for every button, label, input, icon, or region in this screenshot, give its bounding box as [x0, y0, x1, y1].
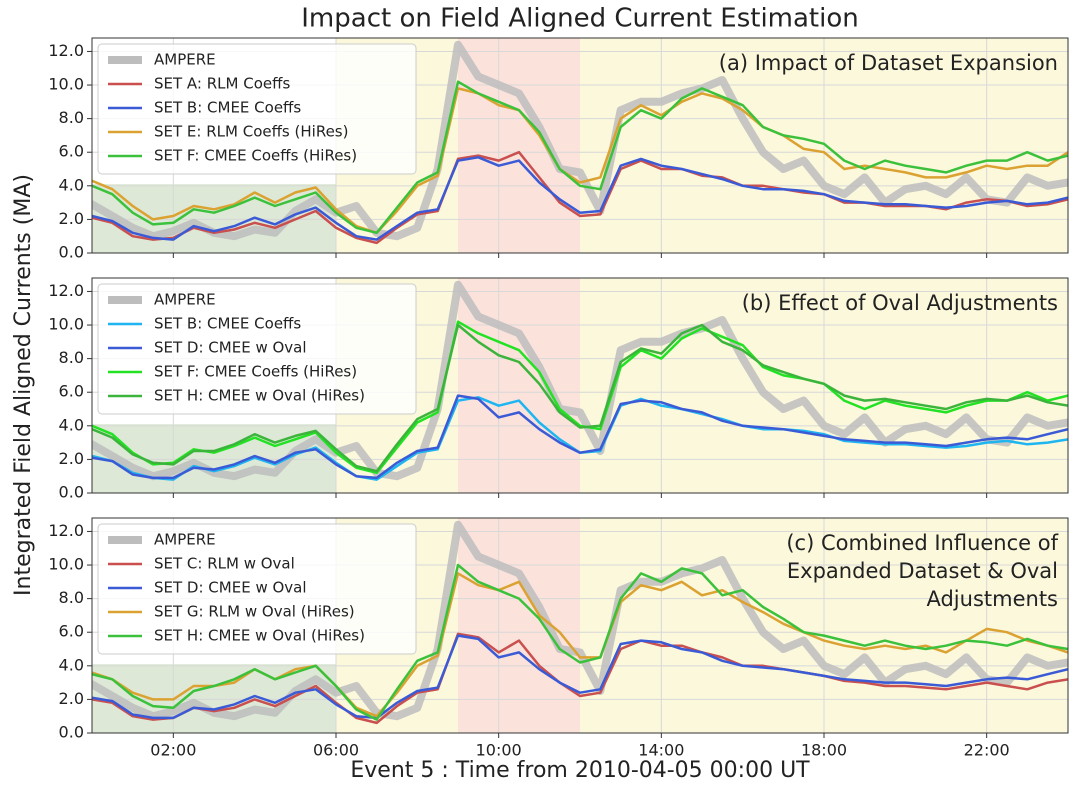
y-tick-label: 2.0 — [59, 449, 84, 468]
legend-label: SET E: RLM Coeffs (HiRes) — [154, 123, 348, 141]
x-tick-label: 18:00 — [801, 741, 847, 760]
legend-label: SET F: CMEE Coeffs (HiRes) — [154, 363, 357, 381]
series-line — [92, 87, 1068, 235]
legend-box — [97, 43, 417, 175]
series-line — [92, 634, 1068, 720]
y-tick-label: 4.0 — [59, 655, 84, 674]
legend-label: SET G: RLM w Oval (HiRes) — [154, 603, 355, 621]
y-tick-label: 12.0 — [48, 281, 84, 300]
legend-box — [97, 283, 417, 415]
y-tick-label: 0.0 — [59, 723, 84, 742]
y-tick-label: 2.0 — [59, 689, 84, 708]
y-tick-label: 10.0 — [48, 75, 84, 94]
y-tick-label: 6.0 — [59, 142, 84, 161]
legend-label: AMPERE — [154, 531, 216, 549]
panel: 0.0 2.0 4.0 6.0 8.0 10.0 12.0 02:00 06:00 10:00 14… — [48, 517, 1069, 760]
shaded-region — [92, 664, 336, 733]
x-axis-label: Event 5 : Time from 2010-04-05 00:00 UT — [350, 758, 810, 783]
series-line — [92, 40, 1068, 241]
y-tick-label: 10.0 — [48, 555, 84, 574]
x-tick-label: 02:00 — [150, 741, 196, 760]
series-line — [92, 632, 1068, 725]
legend-box — [97, 523, 417, 655]
legend-label: AMPERE — [154, 51, 216, 69]
legend-label: AMPERE — [154, 291, 216, 309]
series-line — [92, 563, 1068, 721]
x-tick-label: 22:00 — [964, 741, 1010, 760]
legend-label: SET B: CMEE Coeffs — [154, 315, 301, 333]
plot-frame — [91, 37, 1069, 254]
x-tick-label: 10:00 — [476, 741, 522, 760]
y-tick-label: 12.0 — [48, 41, 84, 60]
legend-label: SET A: RLM Coeffs — [154, 75, 290, 93]
legend-label: SET D: CMEE w Oval — [154, 579, 307, 597]
legend-label: SET B: CMEE Coeffs — [154, 99, 301, 117]
x-tick-label: 06:00 — [313, 741, 359, 760]
chart-title: Impact on Field Aligned Current Estimati… — [301, 4, 858, 34]
y-axis-label: Integrated Field Aligned Currents (MA) — [11, 174, 36, 596]
panel: 0.0 2.0 4.0 6.0 8.0 10.0 12.0 AMPERE SET B: CMEE… — [48, 277, 1069, 502]
x-tick-label: 14:00 — [638, 741, 684, 760]
series-line — [92, 323, 1068, 473]
y-tick-label: 6.0 — [59, 382, 84, 401]
legend-label: SET D: CMEE w Oval — [154, 339, 307, 357]
series-line — [92, 156, 1068, 241]
y-tick-label: 8.0 — [59, 108, 84, 127]
series-line — [92, 280, 1068, 481]
y-tick-label: 6.0 — [59, 622, 84, 641]
series-line — [92, 80, 1068, 235]
panel-annotation: Expanded Dataset & Oval — [787, 559, 1058, 583]
legend-label: SET H: CMEE w Oval (HiRes) — [154, 387, 365, 405]
series-line — [92, 320, 1068, 475]
legend-label: SET H: CMEE w Oval (HiRes) — [154, 627, 365, 645]
y-tick-label: 8.0 — [59, 588, 84, 607]
y-tick-label: 2.0 — [59, 209, 84, 228]
y-tick-label: 10.0 — [48, 315, 84, 334]
y-tick-label: 8.0 — [59, 348, 84, 367]
panel-annotation: (a) Impact of Dataset Expansion — [719, 51, 1058, 75]
plot-frame — [91, 517, 1069, 734]
y-tick-label: 4.0 — [59, 415, 84, 434]
panel-annotation: (c) Combined Influence of — [786, 531, 1058, 555]
plot-frame — [91, 277, 1069, 494]
y-tick-label: 4.0 — [59, 175, 84, 194]
legend-label: SET F: CMEE Coeffs (HiRes) — [154, 147, 357, 165]
panel: 0.0 2.0 4.0 6.0 8.0 10.0 12.0 AMPERE SET A: RLM … — [48, 37, 1069, 262]
series-line — [92, 394, 1068, 480]
series-line — [92, 150, 1068, 245]
y-tick-label: 0.0 — [59, 483, 84, 502]
series-line — [92, 520, 1068, 721]
panel-annotation: Adjustments — [926, 587, 1058, 611]
panel-annotation: (b) Effect of Oval Adjustments — [742, 291, 1058, 315]
y-tick-label: 12.0 — [48, 521, 84, 540]
legend-label: SET C: RLM w Oval — [154, 555, 295, 573]
y-tick-label: 0.0 — [59, 243, 84, 262]
